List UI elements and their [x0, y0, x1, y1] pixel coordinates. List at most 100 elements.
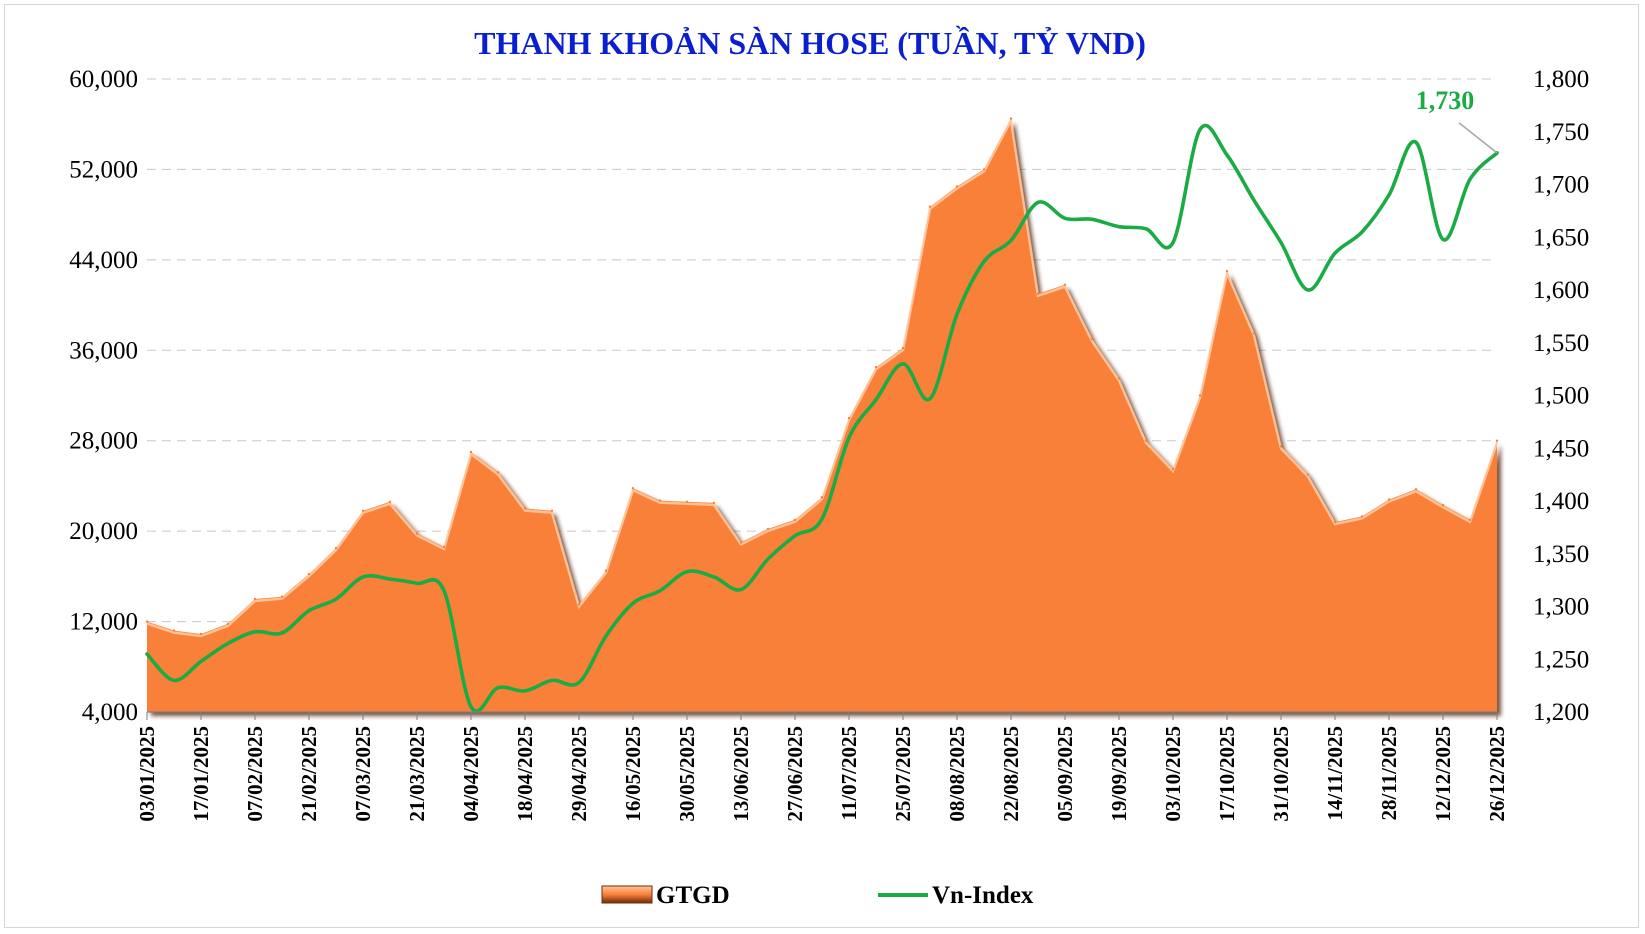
x-tick-label: 04/04/2025 — [459, 726, 483, 822]
gtgd-point — [712, 501, 716, 505]
left-tick-label: 12,000 — [69, 609, 138, 636]
vnindex-point — [955, 312, 959, 316]
gtgd-point — [496, 471, 500, 474]
x-tick-label: 26/12/2025 — [1485, 726, 1509, 822]
gtgd-point — [874, 366, 878, 369]
vnindex-point — [982, 259, 986, 264]
x-tick-label: 03/10/2025 — [1161, 726, 1185, 822]
gtgd-point — [955, 185, 959, 188]
vnindex-point — [307, 609, 311, 613]
vnindex-point — [874, 398, 878, 402]
x-tick-label: 03/01/2025 — [135, 726, 159, 822]
annotation-leader — [1458, 122, 1498, 154]
vnindex-point — [766, 557, 770, 561]
left-tick-label: 4,000 — [82, 699, 138, 726]
vnindex-line-layer — [145, 123, 1499, 713]
left-tick-label: 36,000 — [69, 337, 138, 364]
legend-label-vnindex: Vn-Index — [932, 882, 1034, 909]
right-tick-label: 1,250 — [1533, 646, 1589, 673]
vnindex-point — [901, 362, 905, 366]
gtgd-point — [982, 168, 986, 171]
annotation-label: 1,730 — [1416, 86, 1475, 115]
gtgd-point — [523, 507, 527, 510]
gtgd-point — [307, 572, 311, 576]
vnindex-point — [145, 652, 149, 656]
vnindex-point — [1306, 288, 1310, 292]
right-tick-label: 1,600 — [1533, 277, 1589, 304]
gtgd-point — [388, 500, 392, 503]
vnindex-point — [1414, 140, 1418, 144]
gtgd-point — [685, 500, 689, 503]
vnindex-point — [1171, 240, 1175, 245]
right-tick-label: 1,450 — [1533, 435, 1589, 462]
gtgd-point — [415, 532, 419, 535]
gtgd-point — [361, 509, 365, 512]
vnindex-point — [550, 678, 554, 683]
gtgd-point — [1171, 467, 1175, 471]
x-tick-label: 30/05/2025 — [675, 726, 699, 822]
vnindex-point — [361, 575, 365, 579]
gtgd-point — [928, 205, 932, 208]
vnindex-point — [280, 631, 284, 635]
vnindex-point — [523, 689, 527, 693]
x-tick-label: 07/02/2025 — [243, 726, 267, 822]
vnindex-point — [739, 588, 743, 592]
gtgd-point — [1009, 117, 1013, 120]
vnindex-point — [1279, 240, 1283, 245]
vnindex-point — [847, 436, 851, 440]
gtgd-point — [1360, 515, 1364, 518]
legend: GTGD Vn-Index — [601, 882, 1034, 909]
gtgd-point — [739, 541, 743, 544]
right-tick-label: 1,300 — [1533, 594, 1589, 621]
vnindex-point — [1198, 128, 1202, 132]
vnindex-point — [1468, 177, 1472, 181]
vnindex-point — [469, 705, 473, 709]
gtgd-area-layer — [145, 116, 1499, 713]
vnindex-point — [226, 641, 230, 646]
gtgd-point — [1090, 337, 1094, 341]
right-tick-label: 1,350 — [1533, 541, 1589, 568]
left-tick-label: 28,000 — [69, 428, 138, 455]
gtgd-point — [1117, 377, 1121, 380]
gtgd-point — [1225, 270, 1229, 273]
vnindex-point — [928, 397, 932, 401]
x-tick-label: 19/09/2025 — [1107, 726, 1131, 822]
gtgd-point — [145, 620, 149, 623]
vnindex-point — [820, 517, 824, 521]
x-tick-label: 17/01/2025 — [189, 726, 213, 822]
gtgd-point — [550, 509, 554, 512]
gtgd-point — [604, 569, 608, 572]
gtgd-point — [226, 622, 230, 625]
gtgd-point — [1495, 439, 1499, 442]
vnindex-point — [334, 597, 338, 601]
vnindex-point — [1036, 200, 1040, 204]
x-tick-label: 31/10/2025 — [1269, 726, 1293, 822]
vnindex-point — [1333, 251, 1337, 255]
x-tick-label: 13/06/2025 — [729, 726, 753, 822]
annotation: 1,730 — [1416, 86, 1498, 154]
x-tick-label: 25/07/2025 — [891, 726, 915, 822]
x-tick-label: 21/02/2025 — [297, 726, 321, 822]
vnindex-point — [1387, 193, 1391, 197]
vnindex-point — [1063, 216, 1067, 220]
vnindex-point — [1360, 230, 1364, 234]
vnindex-point — [577, 680, 581, 685]
vnindex-point — [172, 678, 176, 683]
x-tick-label: 11/07/2025 — [837, 726, 861, 821]
gtgd-point — [631, 487, 635, 490]
gtgd-point — [334, 546, 338, 550]
x-tick-label: 18/04/2025 — [513, 726, 537, 822]
vnindex-point — [1441, 237, 1445, 241]
right-tick-label: 1,550 — [1533, 330, 1589, 357]
vnindex-point — [1252, 198, 1256, 202]
x-tick-label: 21/03/2025 — [405, 726, 429, 822]
gtgd-point — [1036, 292, 1040, 295]
vnindex-point — [1009, 238, 1013, 242]
vnindex-point — [793, 534, 797, 538]
gtgd-point — [1468, 518, 1472, 521]
vnindex-point — [442, 589, 446, 593]
gtgd-point — [1198, 394, 1202, 397]
gtgd-point — [1144, 439, 1148, 442]
gtgd-point — [1306, 473, 1310, 476]
